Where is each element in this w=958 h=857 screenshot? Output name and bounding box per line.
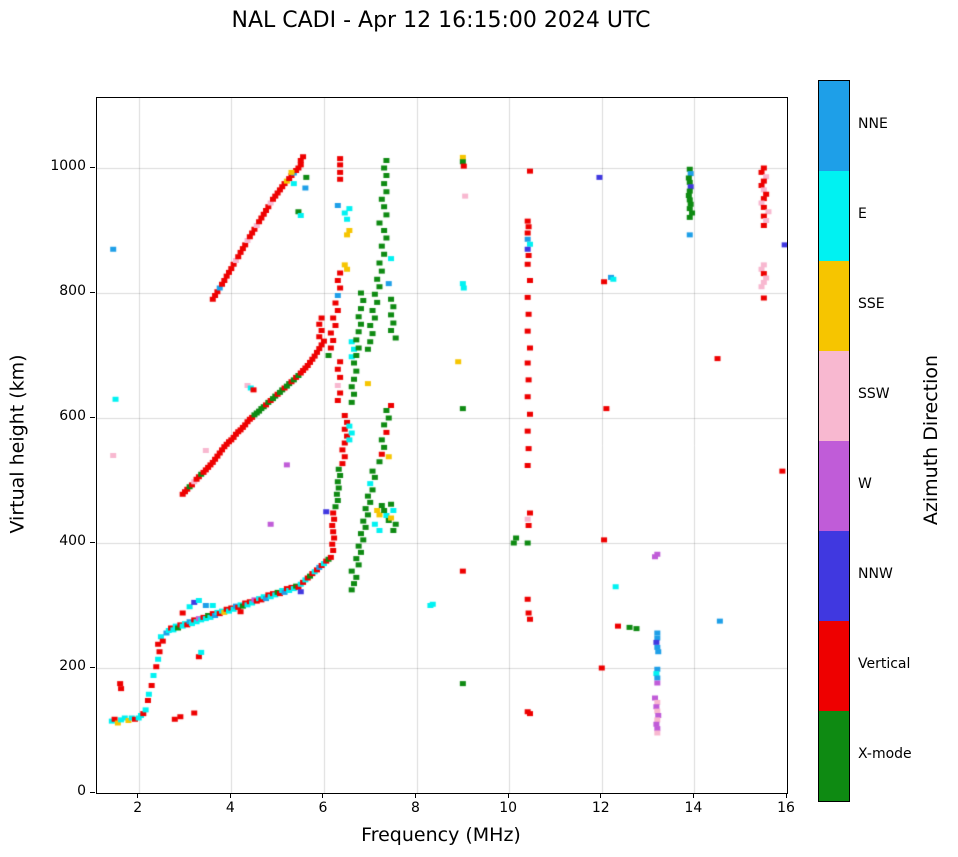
x-tick-label: 16 bbox=[777, 800, 795, 816]
y-tick-mark bbox=[90, 791, 95, 793]
x-tick-label: 8 bbox=[411, 800, 420, 816]
colorbar-segment-e bbox=[819, 171, 849, 261]
ionogram-canvas bbox=[97, 98, 787, 793]
colorbar-segment-nne bbox=[819, 81, 849, 171]
x-tick-mark bbox=[415, 793, 417, 798]
y-tick-mark bbox=[90, 166, 95, 168]
x-tick-label: 10 bbox=[499, 800, 518, 816]
y-tick-mark bbox=[90, 666, 95, 668]
y-tick-label: 0 bbox=[77, 783, 86, 799]
y-tick-label: 600 bbox=[59, 408, 86, 424]
y-tick-mark bbox=[90, 416, 95, 418]
colorbar-label-nnw: NNW bbox=[858, 566, 893, 582]
colorbar-segment-w bbox=[819, 441, 849, 531]
colorbar-segment-sse bbox=[819, 261, 849, 351]
x-tick-label: 4 bbox=[225, 800, 235, 816]
x-tick-mark bbox=[785, 793, 787, 798]
x-tick-label: 2 bbox=[133, 800, 143, 816]
colorbar-segment-vertical bbox=[819, 621, 849, 711]
colorbar-segment-nnw bbox=[819, 531, 849, 621]
x-tick-mark bbox=[600, 793, 602, 798]
colorbar-label-nne: NNE bbox=[858, 116, 888, 132]
y-tick-label: 400 bbox=[59, 533, 86, 549]
x-tick-label: 12 bbox=[591, 800, 610, 816]
colorbar-label-sse: SSE bbox=[858, 296, 885, 312]
colorbar bbox=[818, 80, 850, 802]
y-tick-label: 800 bbox=[59, 283, 86, 299]
x-axis-label: Frequency (MHz) bbox=[361, 824, 521, 846]
x-tick-mark bbox=[229, 793, 231, 798]
x-tick-mark bbox=[507, 793, 509, 798]
y-tick-label: 1000 bbox=[50, 158, 86, 174]
colorbar-segment-x-mode bbox=[819, 711, 849, 801]
y-tick-mark bbox=[90, 291, 95, 293]
colorbar-label-w: W bbox=[858, 476, 872, 492]
colorbar-segment-ssw bbox=[819, 351, 849, 441]
colorbar-label-vertical: Vertical bbox=[858, 656, 911, 672]
x-tick-label: 14 bbox=[684, 800, 703, 816]
colorbar-label-x-mode: X-mode bbox=[858, 746, 912, 762]
chart-title: NAL CADI - Apr 12 16:15:00 2024 UTC bbox=[231, 8, 651, 33]
x-tick-mark bbox=[137, 793, 139, 798]
y-tick-mark bbox=[90, 541, 95, 543]
y-axis-label: Virtual height (km) bbox=[6, 354, 29, 534]
colorbar-label-e: E bbox=[858, 206, 867, 222]
x-tick-label: 6 bbox=[318, 800, 328, 816]
x-tick-mark bbox=[692, 793, 694, 798]
colorbar-label-ssw: SSW bbox=[858, 386, 890, 402]
colorbar-title: Azimuth Direction bbox=[920, 354, 942, 526]
plot-area bbox=[96, 97, 788, 794]
x-tick-mark bbox=[322, 793, 324, 798]
y-tick-label: 200 bbox=[59, 658, 86, 674]
